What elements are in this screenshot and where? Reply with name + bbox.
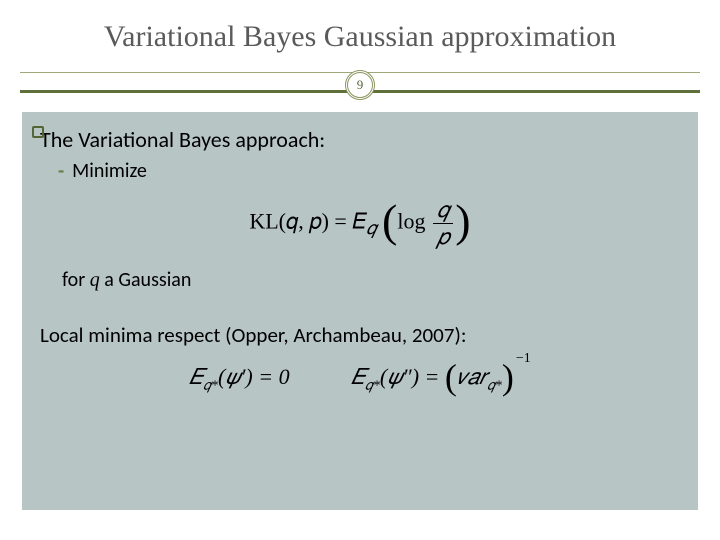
gaussian-suffix: a Gaussian: [100, 268, 192, 292]
bullet-icon: [32, 126, 44, 138]
eq-b-var: 𝑣𝑎𝑟: [457, 364, 487, 389]
kl-fraction: 𝑞 𝑝: [433, 197, 453, 250]
kl-lhs: KL(𝑞, 𝑝) = 𝐸: [249, 209, 366, 234]
eq-b-rparen: ): [502, 357, 514, 397]
eq-b-sub: 𝑞*: [365, 378, 380, 393]
kl-sub: 𝑞: [366, 218, 376, 238]
minimize-line: -Minimize: [58, 159, 680, 183]
dash-bullet: -: [58, 159, 64, 183]
eq-b-E: 𝐸: [351, 364, 365, 389]
eq-b-lparen: (: [445, 357, 457, 397]
eq-a-E: 𝐸: [189, 364, 203, 389]
q-symbol: q: [90, 269, 100, 291]
slide-title: Variational Bayes Gaussian approximation: [0, 0, 720, 62]
eq-psi-double-prime: 𝐸𝑞*(𝜓″) = (𝑣𝑎𝑟𝑞*)−1: [351, 364, 531, 394]
eq-psi-prime: 𝐸𝑞*(𝜓′) = 0: [189, 364, 289, 394]
kl-equation: KL(𝑞, 𝑝) = 𝐸𝑞 (log 𝑞 𝑝 ): [40, 197, 680, 250]
title-divider: 9: [0, 62, 720, 102]
eq-b-arg: (𝜓″) =: [380, 364, 445, 389]
kl-lparen: (: [382, 195, 397, 246]
local-minima-equations: 𝐸𝑞*(𝜓′) = 0 𝐸𝑞*(𝜓″) = (𝑣𝑎𝑟𝑞*)−1: [40, 364, 680, 394]
kl-frac-den: 𝑝: [433, 224, 453, 250]
local-minima-line: Local minima respect (Opper, Archambeau,…: [40, 322, 680, 348]
eq-a-arg: (𝜓′) = 0: [218, 364, 290, 389]
content-box: The Variational Bayes approach: -Minimiz…: [22, 112, 698, 510]
eq-b-varsub: 𝑞*: [487, 378, 502, 393]
kl-rparen: ): [455, 195, 470, 246]
eq-a-sub: 𝑞*: [203, 378, 218, 393]
eq-b-exp: −1: [516, 351, 531, 366]
page-number-badge: 9: [345, 70, 375, 100]
for-prefix: for: [62, 268, 90, 292]
kl-frac-num: 𝑞: [433, 197, 453, 224]
kl-log: log: [397, 209, 425, 234]
slide: Variational Bayes Gaussian approximation…: [0, 0, 720, 540]
for-q-gaussian: for q a Gaussian: [62, 268, 680, 292]
minimize-text: Minimize: [72, 159, 147, 183]
vb-approach-heading: The Variational Bayes approach:: [40, 126, 680, 153]
